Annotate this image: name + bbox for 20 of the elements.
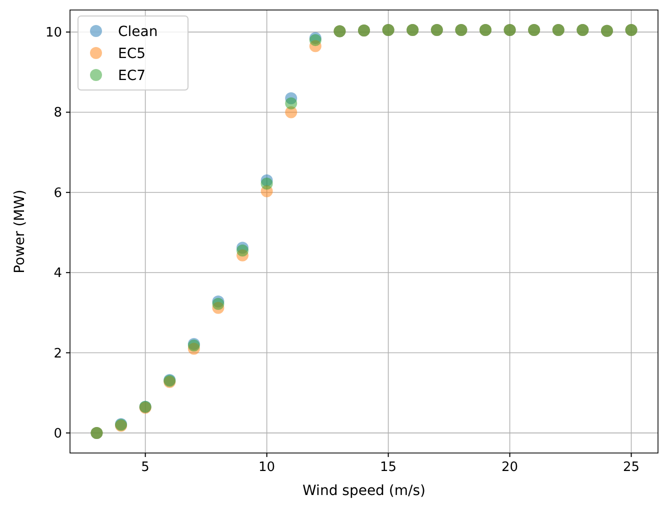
x-tick-label: 25 (623, 460, 640, 475)
point (212, 298, 224, 310)
y-tick-label: 4 (54, 266, 62, 282)
point (236, 244, 249, 257)
y-tick-label: 8 (54, 106, 62, 121)
x-tick-label: 15 (380, 460, 397, 475)
x-tick-label: 10 (258, 460, 276, 475)
y-tick-label: 2 (54, 346, 62, 362)
y-tick-label: 0 (54, 426, 62, 442)
y-tick-label: 10 (45, 26, 62, 41)
x-axis-title: Wind speed (m/s) (302, 483, 426, 499)
point (260, 178, 273, 190)
point (285, 97, 298, 110)
x-tick-label: 5 (141, 460, 150, 475)
legend-label: EC7 (118, 68, 146, 84)
y-tick-label: 6 (54, 186, 62, 201)
x-tick-label: 20 (502, 460, 518, 475)
y-axis-title: Power (MW) (12, 190, 28, 274)
legend-label: EC5 (118, 46, 146, 62)
legend-label: Clean (118, 24, 158, 40)
